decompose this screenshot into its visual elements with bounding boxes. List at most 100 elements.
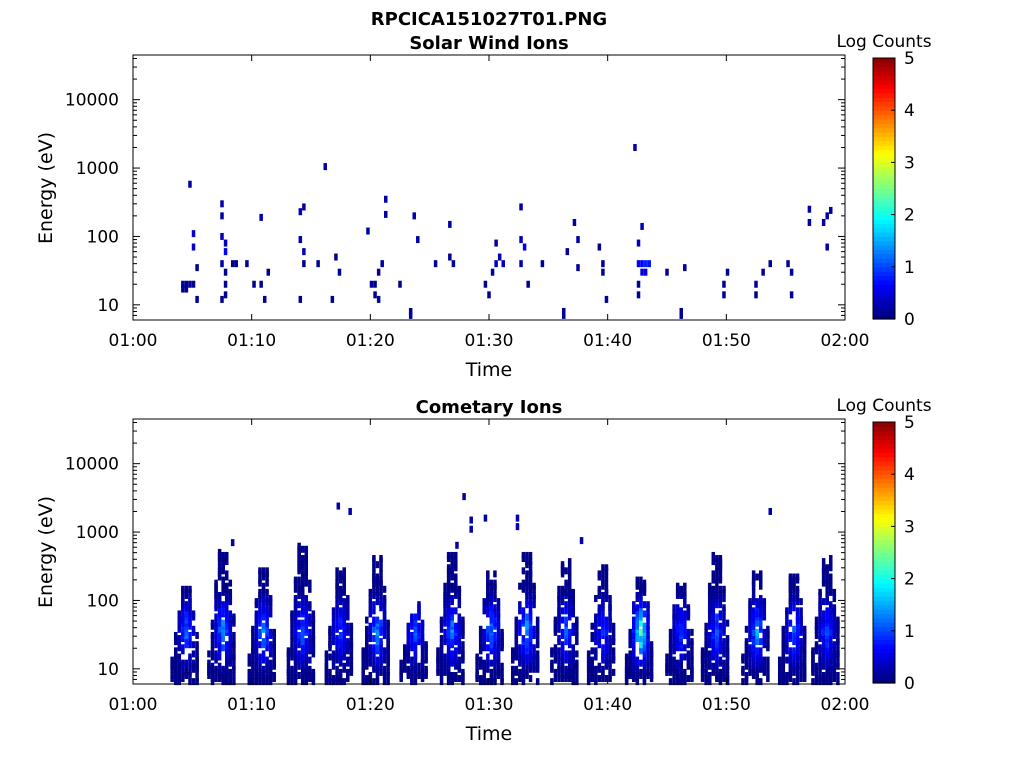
heatmap-cell (672, 656, 676, 664)
colorbar-swatch (873, 153, 895, 159)
colorbar-swatch (873, 522, 895, 527)
heatmap-cell (741, 678, 745, 686)
heatmap-cell (489, 625, 494, 633)
heatmap-cell (304, 579, 309, 587)
heatmap-cell (290, 610, 294, 618)
heatmap-cell (224, 558, 229, 566)
heatmap-cell (304, 595, 309, 603)
heatmap-cell (450, 582, 454, 590)
colorbar-swatch (873, 430, 895, 436)
heatmap-cell (518, 653, 522, 661)
heatmap-cell (604, 635, 609, 643)
heatmap-cell (647, 260, 651, 268)
colorbar-swatch (873, 648, 895, 654)
colorbar-swatch (873, 149, 895, 155)
heatmap-cell (286, 665, 291, 673)
heatmap-cell (814, 641, 819, 649)
heatmap-cell (761, 268, 765, 276)
heatmap-cell (486, 653, 490, 661)
heatmap-cell (766, 625, 770, 633)
heatmap-cell (300, 665, 305, 673)
heatmap-cell (232, 650, 236, 658)
heatmap-cell (557, 604, 561, 612)
heatmap-cell (795, 647, 800, 655)
colorbar-swatch (873, 500, 895, 506)
heatmap-cell (376, 295, 381, 303)
heatmap-cell (375, 635, 380, 643)
x-tick-label: 01:00 (109, 695, 158, 715)
heatmap-cell (557, 591, 561, 599)
heatmap-cell (755, 647, 759, 655)
heatmap-cell (525, 662, 529, 670)
colorbar-swatch (873, 110, 895, 116)
heatmap-cell (217, 607, 222, 615)
heatmap-cell (564, 638, 568, 646)
heatmap-cell (825, 564, 829, 572)
heatmap-cell (308, 635, 312, 643)
heatmap-cell (679, 607, 683, 615)
colorbar-swatch (873, 465, 895, 471)
y-tick-label: 10000 (65, 455, 119, 475)
heatmap-cell (601, 570, 605, 578)
heatmap-cell (521, 567, 526, 575)
heatmap-cell (611, 628, 616, 636)
heatmap-cell (722, 595, 726, 603)
heatmap-cell (715, 564, 719, 572)
heatmap-cell (184, 585, 189, 593)
heatmap-cell (413, 613, 418, 621)
heatmap-cell (608, 656, 612, 664)
heatmap-cell (220, 295, 224, 303)
heatmap-cell (532, 625, 536, 633)
heatmap-cell (486, 635, 490, 643)
heatmap-cell (328, 675, 332, 683)
heatmap-cell (514, 678, 519, 686)
heatmap-cell (707, 641, 712, 649)
heatmap-cell (825, 613, 829, 621)
heatmap-cell (525, 576, 529, 584)
heatmap-cell (567, 604, 572, 612)
heatmap-cell (372, 555, 376, 563)
heatmap-cell (191, 650, 196, 658)
heatmap-cell (496, 665, 501, 673)
heatmap-cell (635, 591, 640, 599)
heatmap-cell (683, 675, 687, 683)
heatmap-cell (755, 665, 759, 673)
heatmap-cell (443, 668, 447, 676)
x-tick-label: 01:00 (109, 331, 158, 351)
heatmap-cell (220, 200, 224, 208)
heatmap-cell (711, 585, 716, 593)
heatmap-cell (224, 641, 229, 649)
heatmap-cell (668, 678, 673, 686)
heatmap-cell (372, 644, 376, 652)
heatmap-cell (608, 635, 612, 643)
heatmap-cell (217, 619, 222, 627)
heatmap-cell (836, 647, 840, 655)
heatmap-cell (300, 585, 305, 593)
heatmap-cell (836, 671, 840, 679)
heatmap-cell (304, 656, 309, 664)
heatmap-cell (788, 573, 793, 581)
heatmap-cell (646, 650, 650, 658)
heatmap-cell (795, 595, 800, 603)
heatmap-cell (576, 236, 580, 244)
heatmap-cell (486, 610, 490, 618)
plot-frame (132, 418, 846, 685)
heatmap-cell (560, 585, 565, 593)
heatmap-cell (461, 641, 465, 649)
heatmap-cell (482, 659, 487, 667)
heatmap-cell (386, 668, 390, 676)
heatmap-cell (571, 607, 576, 615)
heatmap-cell (195, 295, 199, 303)
colorbar-swatch (873, 609, 895, 614)
heatmap-cell (311, 668, 316, 676)
heatmap-cell (535, 678, 540, 686)
heatmap-cell (224, 653, 229, 661)
heatmap-cell (210, 641, 215, 649)
heatmap-cell (450, 613, 454, 621)
heatmap-cell (372, 656, 376, 664)
heatmap-cell (686, 604, 691, 612)
heatmap-cell (268, 678, 273, 686)
heatmap-cell (718, 622, 723, 630)
heatmap-cell (510, 665, 515, 673)
heatmap-cell (639, 582, 643, 590)
